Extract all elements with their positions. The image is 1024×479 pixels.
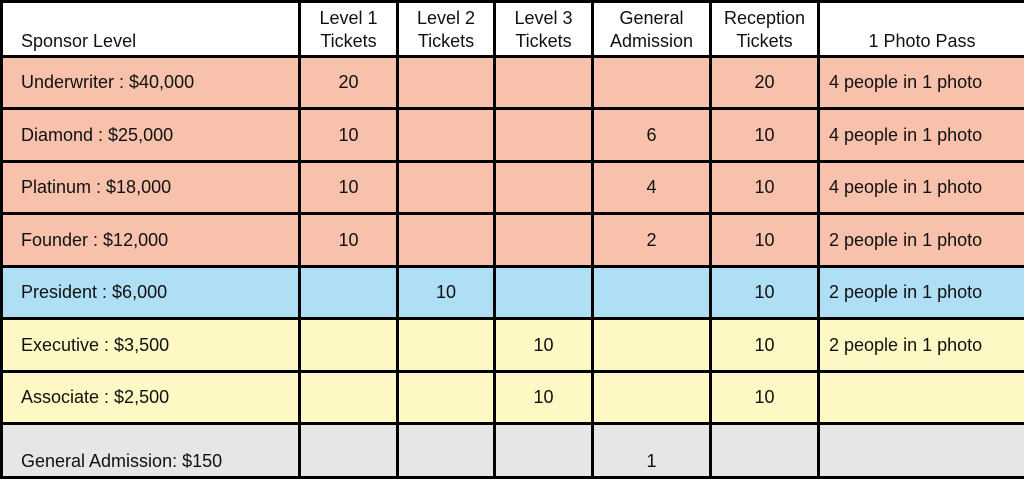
cell-level2: [396, 317, 496, 373]
header-level2-tickets: Level 2 Tickets: [396, 0, 496, 58]
cell-level3: [493, 264, 594, 321]
cell-photo-pass: 2 people in 1 photo: [817, 264, 1024, 321]
header-photo-pass: 1 Photo Pass: [817, 0, 1024, 58]
cell-level2: [396, 369, 496, 426]
cell-level3: 10: [493, 317, 594, 373]
cell-reception: [709, 422, 820, 479]
cell-level1: [298, 369, 399, 426]
cell-sponsor-level: President : $6,000: [0, 264, 301, 321]
cell-level1: [298, 317, 399, 373]
cell-general-admission: [591, 369, 712, 426]
cell-photo-pass: 4 people in 1 photo: [817, 107, 1024, 163]
cell-photo-pass: 2 people in 1 photo: [817, 317, 1024, 373]
cell-general-admission: [591, 264, 712, 321]
table-row-executive: Executive : $3,500 10 10 2 people in 1 p…: [0, 317, 1024, 373]
cell-sponsor-level: Underwriter : $40,000: [0, 54, 301, 111]
table-row-general-admission: General Admission: $150 1: [0, 422, 1024, 479]
cell-general-admission: 2: [591, 212, 712, 268]
cell-photo-pass: 2 people in 1 photo: [817, 212, 1024, 268]
cell-reception: 10: [709, 369, 820, 426]
cell-general-admission: 4: [591, 159, 712, 216]
header-line: Level 1: [319, 8, 378, 28]
table-row-founder: Founder : $12,000 10 2 10 2 people in 1 …: [0, 212, 1024, 268]
header-reception-tickets: Reception Tickets: [709, 0, 820, 58]
cell-level2: [396, 422, 496, 479]
cell-level2: [396, 54, 496, 111]
cell-general-admission: 6: [591, 107, 712, 163]
cell-level2: 10: [396, 264, 496, 321]
header-line: Level 2: [416, 8, 476, 28]
cell-sponsor-level: Associate : $2,500: [0, 369, 301, 426]
cell-reception: 20: [709, 54, 820, 111]
cell-photo-pass: [817, 422, 1024, 479]
header-line: General: [619, 8, 684, 28]
cell-level3: 10: [493, 369, 594, 426]
cell-reception: 10: [709, 317, 820, 373]
header-row: Sponsor Level Level 1 Tickets Level 2 Ti…: [0, 0, 1024, 58]
cell-level1: 10: [298, 212, 399, 268]
header-line: Admission: [609, 31, 694, 51]
header-level3-tickets: Level 3 Tickets: [493, 0, 594, 58]
cell-general-admission: [591, 54, 712, 111]
table-row-platinum: Platinum : $18,000 10 4 10 4 people in 1…: [0, 159, 1024, 216]
cell-photo-pass: [817, 369, 1024, 426]
cell-level1: 20: [298, 54, 399, 111]
cell-level2: [396, 159, 496, 216]
cell-level3: [493, 107, 594, 163]
header-general-admission: General Admission: [591, 0, 712, 58]
cell-level2: [396, 107, 496, 163]
cell-reception: 10: [709, 212, 820, 268]
cell-general-admission: 1: [591, 422, 712, 479]
table-row-underwriter: Underwriter : $40,000 20 20 4 people in …: [0, 54, 1024, 111]
cell-level3: [493, 54, 594, 111]
cell-level1: [298, 264, 399, 321]
cell-general-admission: [591, 317, 712, 373]
cell-level3: [493, 212, 594, 268]
header-line: Tickets: [320, 31, 377, 51]
header-level1-tickets: Level 1 Tickets: [298, 0, 399, 58]
cell-level3: [493, 159, 594, 216]
cell-sponsor-level: Founder : $12,000: [0, 212, 301, 268]
cell-sponsor-level: Executive : $3,500: [0, 317, 301, 373]
header-line: Tickets: [736, 31, 793, 51]
cell-level3: [493, 422, 594, 479]
cell-reception: 10: [709, 107, 820, 163]
header-sponsor-level: Sponsor Level: [0, 0, 301, 58]
header-line: Level 3: [514, 8, 573, 28]
cell-level1: [298, 422, 399, 479]
cell-photo-pass: 4 people in 1 photo: [817, 54, 1024, 111]
table-row-associate: Associate : $2,500 10 10: [0, 369, 1024, 426]
cell-level1: 10: [298, 159, 399, 216]
cell-sponsor-level: General Admission: $150: [0, 422, 301, 479]
table-row-diamond: Diamond : $25,000 10 6 10 4 people in 1 …: [0, 107, 1024, 163]
table-row-president: President : $6,000 10 10 2 people in 1 p…: [0, 264, 1024, 321]
header-line: Reception: [723, 8, 806, 28]
cell-reception: 10: [709, 264, 820, 321]
header-line: Tickets: [417, 31, 475, 51]
cell-sponsor-level: Diamond : $25,000: [0, 107, 301, 163]
cell-sponsor-level: Platinum : $18,000: [0, 159, 301, 216]
cell-level2: [396, 212, 496, 268]
cell-reception: 10: [709, 159, 820, 216]
cell-level1: 10: [298, 107, 399, 163]
header-line: Tickets: [515, 31, 572, 51]
cell-photo-pass: 4 people in 1 photo: [817, 159, 1024, 216]
